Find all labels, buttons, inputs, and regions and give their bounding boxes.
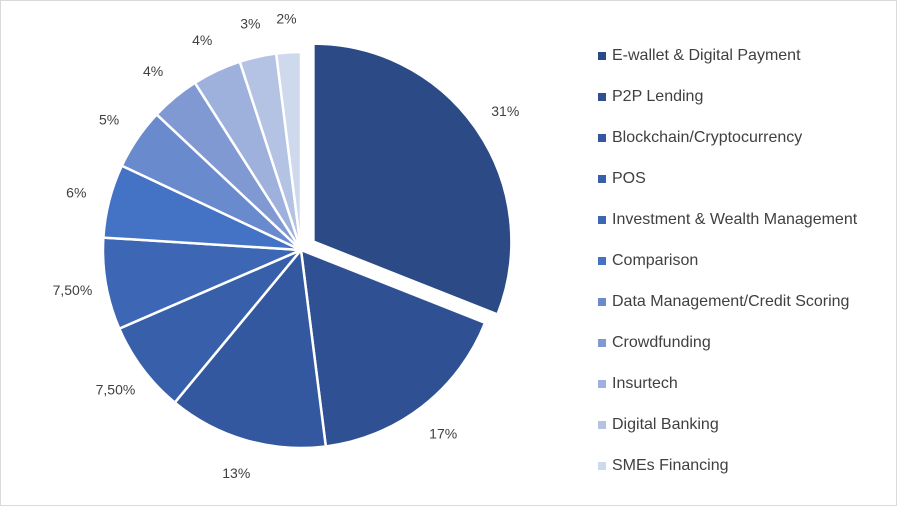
legend-swatch bbox=[598, 421, 606, 430]
legend-swatch bbox=[598, 215, 606, 224]
legend-item-insurtech: Insurtech bbox=[598, 364, 888, 405]
legend-label: E-wallet & Digital Payment bbox=[612, 46, 801, 64]
legend-swatch bbox=[598, 339, 606, 348]
legend-item-digital-banking: Digital Banking bbox=[598, 405, 888, 446]
legend-item-investment-wealth-management: Investment & Wealth Management bbox=[598, 199, 888, 240]
legend-item-e-wallet-digital-payment: E-wallet & Digital Payment bbox=[598, 35, 888, 76]
pie-slice-blockchain-cryptocurrency bbox=[173, 248, 328, 450]
legend-label: Blockchain/Cryptocurrency bbox=[612, 128, 803, 146]
data-label-data-management-credit-scoring: 5% bbox=[99, 112, 119, 128]
legend-swatch bbox=[598, 298, 606, 307]
legend-swatch bbox=[598, 380, 606, 389]
legend-label: Data Management/Credit Scoring bbox=[612, 293, 850, 311]
legend-label: SMEs Financing bbox=[612, 457, 729, 475]
data-label-e-wallet-digital-payment: 31% bbox=[491, 103, 519, 119]
legend-label: POS bbox=[612, 169, 646, 187]
legend-label: Insurtech bbox=[612, 375, 678, 393]
legend-swatch bbox=[598, 462, 606, 471]
legend-item-data-management-credit-scoring: Data Management/Credit Scoring bbox=[598, 282, 888, 323]
legend-item-crowdfunding: Crowdfunding bbox=[598, 323, 888, 364]
legend-label: Digital Banking bbox=[612, 416, 719, 434]
pie-slice-p2p-lending bbox=[299, 248, 487, 448]
legend-swatch bbox=[598, 92, 606, 101]
data-label-insurtech: 4% bbox=[192, 32, 212, 48]
data-label-investment-wealth-management: 7,50% bbox=[53, 282, 93, 298]
legend-item-comparison: Comparison bbox=[598, 240, 888, 281]
legend-label: P2P Lending bbox=[612, 87, 704, 105]
legend: E-wallet & Digital Payment P2P Lending Blo… bbox=[598, 35, 888, 487]
legend-item-blockchain-cryptocurrency: Blockchain/Cryptocurrency bbox=[598, 117, 888, 158]
pie-slice-smes-financing bbox=[274, 50, 303, 252]
legend-swatch bbox=[598, 51, 606, 60]
data-label-blockchain-cryptocurrency: 13% bbox=[222, 465, 250, 481]
data-label-crowdfunding: 4% bbox=[143, 63, 163, 79]
legend-item-pos: POS bbox=[598, 158, 888, 199]
legend-item-smes-financing: SMEs Financing bbox=[598, 446, 888, 487]
data-label-smes-financing: 2% bbox=[276, 10, 296, 26]
legend-swatch bbox=[598, 174, 606, 183]
legend-label: Comparison bbox=[612, 252, 699, 270]
legend-label: Crowdfunding bbox=[612, 334, 711, 352]
pie-slice-e-wallet-digital-payment bbox=[312, 42, 513, 316]
data-label-comparison: 6% bbox=[66, 184, 86, 200]
data-label-digital-banking: 3% bbox=[240, 16, 260, 32]
data-label-p2p-lending: 17% bbox=[429, 425, 457, 441]
legend-swatch bbox=[598, 133, 606, 142]
legend-item-p2p-lending: P2P Lending bbox=[598, 76, 888, 117]
legend-swatch bbox=[598, 257, 606, 266]
legend-label: Investment & Wealth Management bbox=[612, 210, 858, 228]
data-label-pos: 7,50% bbox=[96, 381, 136, 397]
